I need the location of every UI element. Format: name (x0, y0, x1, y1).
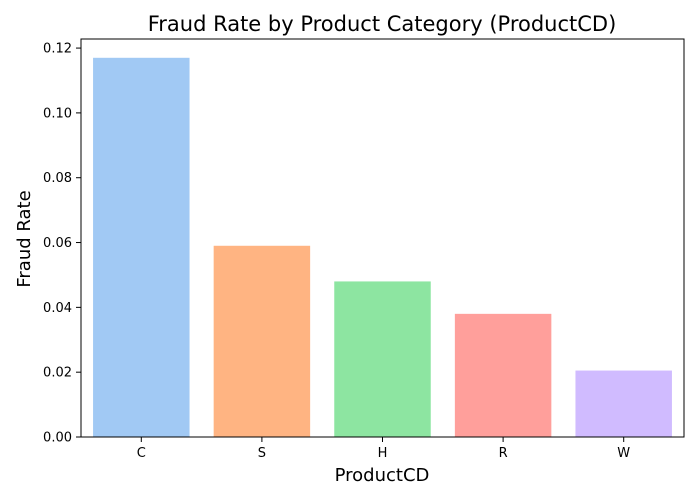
bar-C (93, 57, 190, 438)
y-tick-label: 0.02 (43, 366, 72, 381)
y-axis-label: Fraud Rate (14, 190, 35, 287)
y-tick-label: 0.06 (43, 236, 72, 251)
y-tick-label: 0.04 (43, 301, 72, 316)
bar-W (575, 370, 672, 437)
x-tick-label: C (137, 446, 146, 461)
y-tick-label: 0.00 (43, 431, 72, 446)
x-tick-label: H (378, 446, 388, 461)
y-tick-label: 0.10 (43, 106, 72, 121)
y-tick-label: 0.12 (43, 42, 72, 57)
x-tick-label: W (617, 446, 630, 461)
x-axis-label: ProductCD (335, 465, 430, 486)
chart-title: Fraud Rate by Product Category (ProductC… (148, 12, 617, 36)
x-tick-label: R (499, 446, 508, 461)
axes-frame (80, 38, 685, 438)
x-tick-label: S (258, 446, 266, 461)
y-tick-label: 0.08 (43, 171, 72, 186)
plot-area: C S H R W 0.00 0.02 0.04 0.06 0.08 0.10 0.12 (43, 38, 685, 461)
bar-S (213, 245, 311, 437)
bar-H (334, 281, 431, 437)
bar-R (454, 313, 552, 437)
